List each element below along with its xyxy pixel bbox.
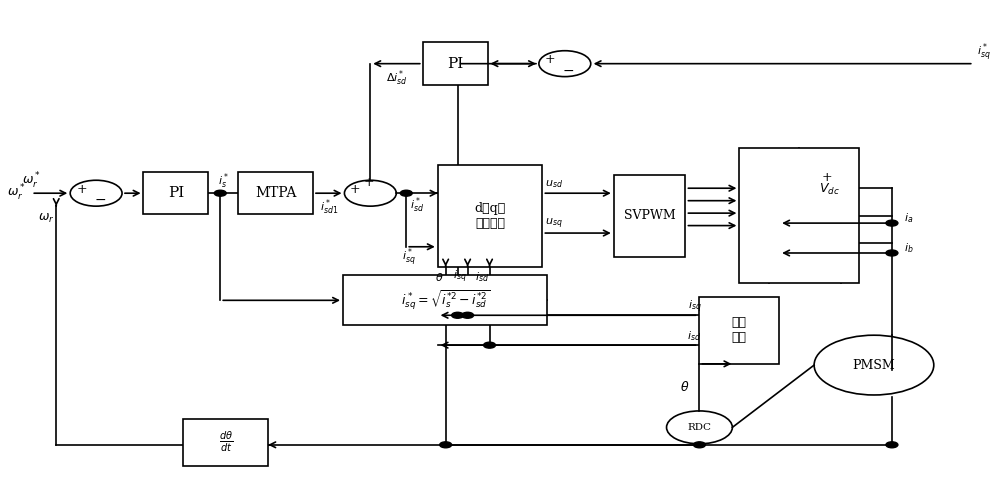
Text: +: + — [350, 183, 361, 196]
Circle shape — [452, 312, 464, 318]
Text: +: + — [822, 171, 832, 184]
FancyBboxPatch shape — [699, 297, 779, 364]
Text: PI: PI — [447, 57, 463, 71]
Text: PMSM: PMSM — [853, 359, 895, 372]
Text: $\omega_r$: $\omega_r$ — [38, 212, 55, 225]
Text: +: + — [364, 176, 375, 189]
Circle shape — [440, 442, 452, 448]
Text: 坐标
变换: 坐标 变换 — [732, 316, 747, 344]
FancyBboxPatch shape — [614, 174, 685, 257]
FancyBboxPatch shape — [238, 172, 313, 214]
Text: $V_{dc}$: $V_{dc}$ — [819, 182, 839, 197]
Circle shape — [886, 442, 898, 448]
Text: $i_s^*$: $i_s^*$ — [218, 171, 229, 190]
Text: $i_{sq}$: $i_{sq}$ — [688, 298, 701, 315]
Text: $\frac{d\theta}{dt}$: $\frac{d\theta}{dt}$ — [219, 430, 233, 454]
FancyBboxPatch shape — [183, 419, 268, 466]
FancyBboxPatch shape — [143, 172, 208, 214]
FancyBboxPatch shape — [423, 43, 488, 85]
Circle shape — [693, 442, 705, 448]
Circle shape — [886, 250, 898, 256]
Circle shape — [886, 220, 898, 226]
Text: $i_{sd1}^*$: $i_{sd1}^*$ — [320, 197, 338, 217]
Text: $\theta$: $\theta$ — [435, 271, 444, 283]
Text: +: + — [545, 53, 555, 66]
Text: +: + — [77, 183, 87, 196]
Text: $u_{sq}$: $u_{sq}$ — [545, 217, 563, 231]
Text: PI: PI — [168, 186, 184, 200]
Text: SVPWM: SVPWM — [624, 209, 675, 222]
Text: $\theta$: $\theta$ — [680, 380, 689, 394]
Text: $i_{sq}^*$: $i_{sq}^*$ — [977, 42, 990, 64]
Text: RDC: RDC — [687, 423, 711, 432]
Text: $i_{sd}$: $i_{sd}$ — [687, 329, 702, 343]
Text: $i_{sq}^*$: $i_{sq}^*$ — [402, 246, 416, 269]
Text: $i_{sq}$: $i_{sq}$ — [453, 269, 466, 285]
Text: MTPA: MTPA — [255, 186, 296, 200]
Text: $\omega_r^*$: $\omega_r^*$ — [22, 171, 41, 191]
Circle shape — [400, 190, 412, 196]
Text: $i_{sq}^* = \sqrt{i_s^{*2} - i_{sd}^{*2}}$: $i_{sq}^* = \sqrt{i_s^{*2} - i_{sd}^{*2}… — [401, 289, 490, 312]
Text: $\Delta i_{sd}^*$: $\Delta i_{sd}^*$ — [386, 69, 407, 88]
Text: $i_{sd}$: $i_{sd}$ — [475, 270, 490, 284]
Text: $\omega_r^*$: $\omega_r^*$ — [7, 183, 26, 203]
FancyBboxPatch shape — [438, 164, 542, 267]
Circle shape — [462, 312, 474, 318]
Circle shape — [484, 342, 496, 348]
Text: $i_a$: $i_a$ — [904, 211, 913, 225]
FancyBboxPatch shape — [343, 276, 547, 325]
FancyBboxPatch shape — [739, 148, 859, 283]
Circle shape — [214, 190, 226, 196]
Text: $i_{sd}^*$: $i_{sd}^*$ — [410, 196, 424, 215]
Text: −: − — [563, 64, 575, 78]
Text: d、q轴
解耦控制: d、q轴 解耦控制 — [474, 201, 506, 229]
Text: $u_{sd}$: $u_{sd}$ — [545, 178, 563, 190]
Text: $i_b$: $i_b$ — [904, 241, 914, 255]
Text: −: − — [94, 193, 106, 207]
